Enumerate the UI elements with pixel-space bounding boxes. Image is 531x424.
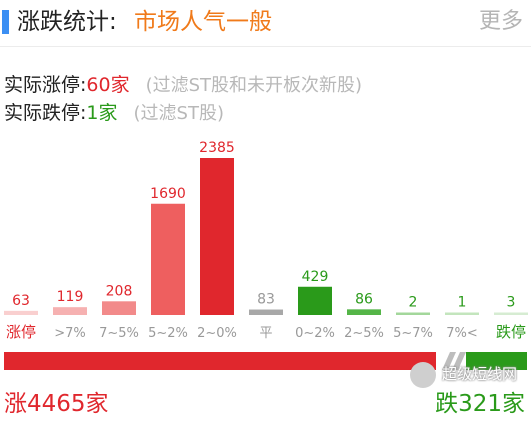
market-sentiment: 市场人气一般 [134, 9, 272, 35]
bar-value-label: 1690 [150, 186, 186, 202]
bar-value-label: 119 [57, 289, 84, 305]
bar-6 [298, 286, 332, 315]
category-label: 2~5% [344, 326, 384, 341]
watermark: 超级短线网 [410, 360, 528, 388]
bar-value-label: 86 [355, 291, 373, 307]
category-label: >7% [54, 326, 86, 341]
bar-2 [102, 301, 136, 315]
bar-3 [151, 203, 185, 315]
limit-down-label: 实际跌停: [4, 102, 87, 124]
bar-value-label: 83 [257, 292, 275, 308]
category-label: 平 [259, 326, 272, 341]
bar-8 [396, 312, 430, 315]
bar-4 [200, 158, 234, 315]
category-label: 涨停 [6, 323, 36, 341]
header: 涨跌统计: 市场人气一般 更多 [0, 0, 531, 48]
category-label: 0~2% [295, 326, 335, 341]
up-total: 涨4465家 [4, 391, 109, 417]
bar-value-label: 3 [507, 295, 516, 311]
limit-up-note: (过滤ST股和未开板次新股) [145, 75, 363, 96]
category-label: 跌停 [496, 323, 526, 341]
category-label: 5~2% [148, 326, 188, 341]
limit-down-note: (过滤ST股) [133, 103, 224, 124]
ratio-separator [442, 352, 466, 370]
page-title: 涨跌统计: [17, 9, 117, 35]
bar-value-label: 208 [106, 283, 133, 299]
bar-value-label: 429 [302, 269, 329, 285]
bar-10 [494, 312, 528, 315]
watermark-text: 超级短线网 [442, 365, 518, 383]
bar-5 [249, 309, 283, 315]
limit-up-value: 60家 [86, 74, 130, 96]
limit-down-stat: 实际跌停:1家 (过滤ST股) [4, 100, 224, 127]
bar-0 [4, 310, 38, 315]
bar-value-label: 2385 [199, 140, 235, 156]
limit-up-stat: 实际涨停:60家 (过滤ST股和未开板次新股) [4, 72, 362, 99]
title-accent-bar [2, 10, 9, 34]
bar-1 [53, 307, 87, 315]
bar-value-label: 63 [12, 293, 30, 309]
down-ratio-bar [466, 352, 527, 370]
bar-value-label: 2 [409, 295, 418, 311]
down-total: 跌321家 [435, 391, 525, 417]
category-label: 5~7% [393, 326, 433, 341]
category-label: 7~5% [99, 326, 139, 341]
up-ratio-bar [4, 352, 436, 370]
limit-up-label: 实际涨停: [4, 74, 87, 96]
limit-down-value: 1家 [86, 102, 118, 124]
category-label: 2~0% [197, 326, 237, 341]
bar-value-label: 1 [458, 295, 467, 311]
more-link[interactable]: 更多 [478, 9, 523, 34]
distribution-chart: 63 涨停 119 >7% 208 7~5% 1690 5~2% 2385 2~0% 83 平 429 0… [4, 140, 528, 341]
wechat-icon [410, 362, 436, 388]
bar-9 [445, 312, 479, 315]
bar-7 [347, 309, 381, 315]
category-label: 7%< [446, 326, 478, 341]
header-divider [0, 46, 531, 47]
